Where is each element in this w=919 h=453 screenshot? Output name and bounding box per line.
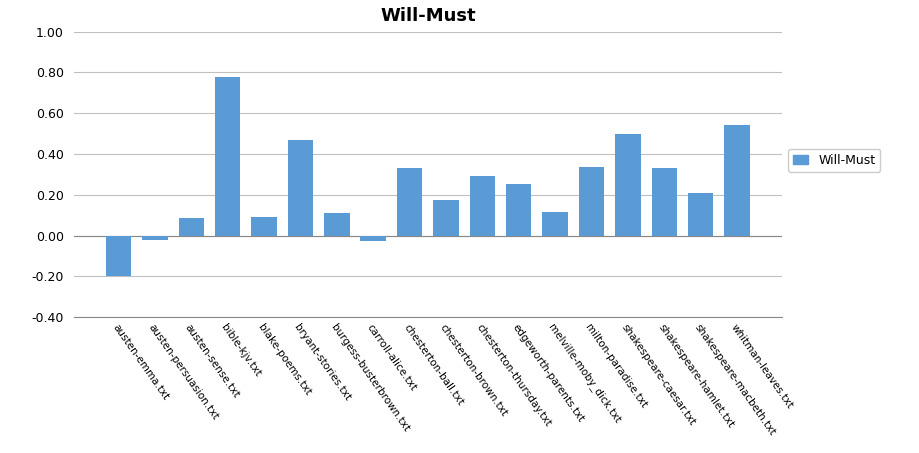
Legend: Will-Must: Will-Must xyxy=(788,149,879,172)
Bar xyxy=(323,213,349,236)
Title: Will-Must: Will-Must xyxy=(380,7,475,24)
Bar xyxy=(723,125,749,236)
Bar xyxy=(433,200,459,236)
Bar xyxy=(288,140,312,236)
Bar xyxy=(542,212,567,236)
Bar xyxy=(142,236,167,240)
Bar xyxy=(251,217,277,236)
Bar xyxy=(505,183,531,236)
Bar xyxy=(615,134,640,236)
Bar xyxy=(651,168,676,236)
Bar xyxy=(215,77,240,236)
Bar xyxy=(106,236,131,276)
Bar xyxy=(469,176,494,236)
Bar xyxy=(578,167,604,236)
Bar xyxy=(178,218,204,236)
Bar xyxy=(687,193,712,236)
Bar xyxy=(396,168,422,236)
Bar xyxy=(360,236,386,241)
